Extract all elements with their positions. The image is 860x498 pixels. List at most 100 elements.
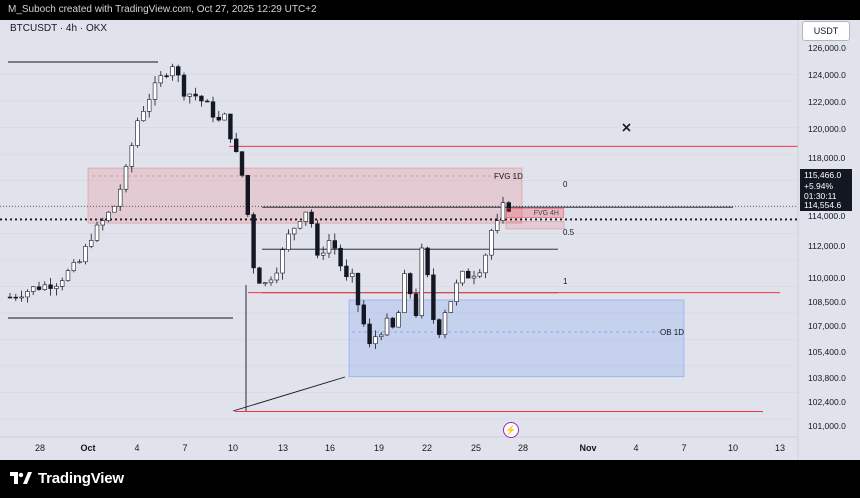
candle-bull: [123, 166, 129, 190]
candle-bear: [210, 101, 216, 118]
candle-bull: [19, 296, 24, 299]
candle-bear: [390, 317, 395, 328]
candle-bull: [118, 188, 123, 207]
candle-bear: [338, 247, 343, 267]
candle-bull: [494, 220, 500, 231]
candle-bull: [373, 336, 378, 345]
candle-bear: [181, 74, 187, 97]
candle-bear: [344, 265, 349, 278]
candle-bull: [477, 272, 482, 277]
time-axis-label: 13: [277, 443, 289, 453]
candle-bull: [83, 246, 88, 263]
candle-bear: [332, 240, 337, 249]
candle-bull: [483, 254, 488, 274]
time-axis-label: 19: [373, 443, 385, 453]
candle-bull: [89, 240, 94, 247]
candle-bear: [361, 304, 366, 325]
tradingview-logo[interactable]: TradingView: [10, 470, 124, 487]
candle-bull: [71, 262, 77, 271]
fib-05-label: 0.5: [563, 228, 575, 237]
time-axis-label: Nov: [579, 443, 597, 453]
candle-bear: [205, 100, 210, 103]
footer: [0, 460, 860, 498]
price-axis-label: 120,000.0: [808, 124, 846, 134]
candle-bull: [106, 211, 111, 221]
time-axis-label: 10: [727, 443, 739, 453]
fib-0-label: 0: [563, 180, 568, 189]
fib-1-label: 1: [563, 277, 568, 286]
candle-bull: [384, 317, 390, 336]
candle-bull: [378, 334, 384, 338]
caption: M_Suboch created with TradingView.com, O…: [8, 4, 317, 15]
candle-bull: [100, 220, 106, 226]
candle-bull: [326, 240, 332, 254]
current-price: 115,466.0: [804, 170, 842, 180]
currency-button[interactable]: USDT: [802, 21, 850, 41]
candle-bear: [413, 293, 419, 316]
chart-panel[interactable]: [0, 20, 860, 460]
ob-1d-zone: [348, 299, 685, 378]
time-axis-label: 13: [774, 443, 786, 453]
candle-bull: [268, 279, 274, 284]
candle-bull: [187, 93, 192, 97]
chart-canvas[interactable]: [0, 20, 860, 460]
candle-bear: [309, 211, 314, 225]
price-axis-label: 112,000.0: [808, 241, 846, 251]
bar-countdown: 01:30:11: [804, 191, 837, 201]
time-axis-label: 22: [421, 443, 433, 453]
candle-bull: [65, 270, 71, 281]
candle-bull: [320, 252, 326, 256]
price-axis-label: 102,400.0: [808, 397, 846, 407]
candle-bear: [36, 286, 42, 290]
candle-bull: [286, 233, 291, 250]
candle-bull: [25, 291, 30, 298]
price-axis-label: 107,000.0: [808, 321, 846, 331]
candle-bear: [239, 151, 245, 176]
candle-bull: [59, 280, 65, 287]
candle-bear: [506, 202, 511, 212]
candle-bear: [199, 95, 204, 102]
top-bar: M_Suboch created with TradingView.com, O…: [0, 0, 860, 20]
symbol-title[interactable]: BTCUSDT · 4h · OKX: [10, 23, 108, 34]
candle-bear: [436, 319, 442, 335]
candle-bear: [13, 296, 18, 299]
candle-bull: [141, 111, 146, 122]
candle-bear: [407, 273, 413, 295]
diagonal-line: [232, 376, 346, 412]
price-axis-label: 110,000.0: [808, 273, 846, 283]
price-axis-label: 126,000.0: [808, 43, 846, 53]
candle-bull: [94, 224, 100, 241]
lightning-icon[interactable]: ⚡: [503, 422, 519, 438]
price-axis-label: 114,000.0: [808, 211, 846, 221]
candle-bull: [135, 120, 140, 146]
time-axis-label: 10: [227, 443, 239, 453]
price-axis-label: 122,000.0: [808, 97, 846, 107]
time-axis-label: 16: [324, 443, 336, 453]
time-axis-label: 28: [34, 443, 46, 453]
candle-bull: [42, 284, 48, 290]
logo-text: TradingView: [38, 470, 124, 487]
candle-bull: [297, 221, 303, 229]
candle-bear: [367, 323, 372, 345]
candle-bear: [315, 223, 320, 256]
candle-bear: [216, 116, 221, 121]
candle-bull: [262, 282, 268, 285]
price-axis-label: 124,000.0: [808, 70, 846, 80]
level-price-tag: 114,554.6: [800, 199, 852, 211]
time-axis-label: 7: [182, 443, 188, 453]
candle-bull: [471, 275, 477, 279]
candle-bull: [77, 261, 82, 264]
candle-bull: [454, 282, 459, 302]
price-axis-label: 108,500.0: [808, 297, 846, 307]
candle-bear: [355, 272, 361, 306]
time-axis-label: Oct: [80, 443, 96, 453]
candle-bull: [280, 249, 285, 274]
candle-bull: [30, 286, 36, 292]
candle-bull: [152, 82, 158, 100]
candle-bull: [448, 301, 453, 313]
x-marker-icon: [622, 123, 631, 132]
time-axis-label: 4: [134, 443, 140, 453]
candle-bull: [460, 270, 465, 284]
candle-bull: [396, 312, 401, 328]
candle-bear: [234, 138, 239, 152]
